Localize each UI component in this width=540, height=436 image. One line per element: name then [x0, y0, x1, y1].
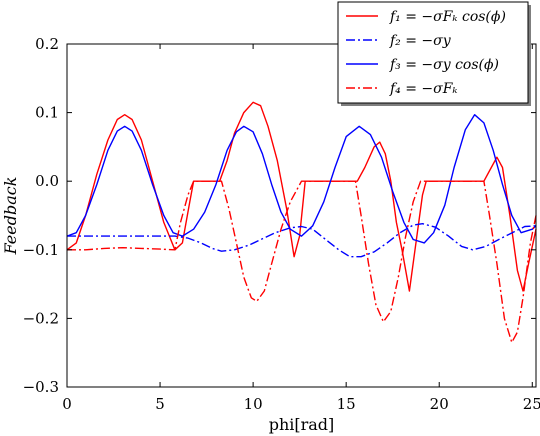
legend-label-1: f₁ = −σFₖ cos(ϕ): [389, 9, 506, 25]
y-tick-label: −0.3: [23, 378, 59, 396]
x-tick-label: 0: [62, 395, 72, 413]
ticks-layer: 0 5 10 15 20 25 0.2 0.1 0.0 −0.1 −0.2 −0.3: [23, 35, 540, 413]
plot-frame: [66, 43, 537, 388]
series-line-2: [67, 223, 537, 258]
y-tick-label: 0.0: [35, 172, 59, 190]
x-axis-label: phi[rad]: [269, 415, 335, 434]
x-tick-label: 10: [244, 395, 263, 413]
series-layer: [66, 101, 537, 344]
x-tick-label: 25: [523, 395, 540, 413]
x-tick-label: 15: [337, 395, 356, 413]
x-tick-label: 20: [430, 395, 449, 413]
y-tick-label: −0.1: [23, 241, 59, 259]
legend-box: [337, 1, 529, 104]
y-tick-label: 0.1: [35, 104, 59, 122]
legend: f₁ = −σFₖ cos(ϕ) f₂ = −σy f₃ = −σy cos(ϕ) f…: [337, 1, 531, 106]
series-line-4: [67, 180, 537, 344]
y-tick-label: 0.2: [35, 35, 59, 53]
series-line-3: [66, 114, 537, 244]
legend-label-3: f₃ = −σy cos(ϕ): [389, 57, 499, 73]
y-axis-label: Feedback: [1, 177, 20, 256]
legend-label-4: f₄ = −σFₖ: [389, 81, 458, 97]
x-tick-label: 5: [155, 395, 165, 413]
y-tick-label: −0.2: [23, 309, 59, 327]
legend-label-2: f₂ = −σy: [389, 33, 452, 49]
